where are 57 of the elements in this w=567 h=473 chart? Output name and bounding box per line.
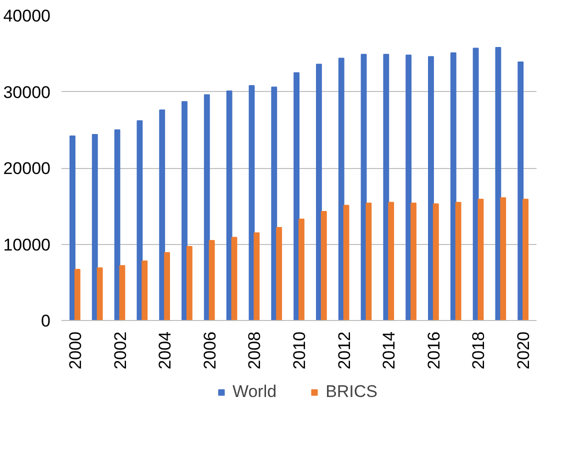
- x-tick-label: 2012: [334, 331, 354, 370]
- bar: [164, 252, 170, 320]
- x-tick-label: 2002: [110, 331, 130, 370]
- bar: [338, 58, 344, 320]
- bar: [254, 232, 260, 320]
- bar: [74, 268, 80, 320]
- x-tick-label: 2008: [245, 331, 264, 370]
- bar: [406, 54, 412, 320]
- bar: [316, 64, 322, 320]
- bar: [343, 204, 350, 320]
- bar: [298, 218, 304, 320]
- x-tick-label: 2016: [424, 331, 444, 370]
- bar: [432, 203, 439, 320]
- bar: [92, 134, 98, 320]
- x-tick-label: 2014: [380, 331, 399, 370]
- bar: [455, 202, 462, 320]
- bar: [366, 202, 372, 320]
- x-tick-label: 2020: [514, 331, 534, 370]
- bar: [320, 210, 327, 320]
- bar: [500, 197, 506, 320]
- y-tick-label: 20000: [3, 159, 51, 178]
- bar: [388, 202, 394, 320]
- bar: [186, 246, 192, 320]
- bar: [410, 202, 416, 320]
- bar: [119, 265, 126, 320]
- bar: [136, 120, 143, 320]
- bar: [231, 236, 238, 320]
- bar: [428, 56, 434, 320]
- bar: [478, 198, 484, 320]
- bar: [522, 198, 528, 320]
- bar: [450, 52, 456, 320]
- bar: [114, 129, 120, 320]
- x-tick-label: 2004: [156, 331, 175, 370]
- y-tick-label: 0: [41, 312, 51, 330]
- bar: [159, 110, 166, 320]
- bar: [96, 267, 103, 320]
- bar: [226, 90, 232, 320]
- bar: [276, 226, 282, 320]
- bar: [383, 54, 390, 320]
- bar: [182, 101, 188, 320]
- legend-label: World: [232, 382, 277, 402]
- bar: [518, 62, 524, 320]
- y-tick-label: 30000: [3, 82, 51, 102]
- bar: [271, 86, 278, 320]
- x-tick-label: 2010: [290, 331, 309, 370]
- bar: [208, 240, 215, 320]
- bar: [142, 260, 148, 320]
- y-tick-label: 10000: [3, 235, 51, 254]
- x-tick-label: 2006: [200, 331, 220, 370]
- x-tick-label: 2000: [66, 331, 85, 370]
- bar: [294, 72, 300, 320]
- bar: [204, 94, 210, 320]
- bar: [495, 47, 502, 320]
- x-tick-label: 2018: [469, 331, 488, 370]
- legend-label: BRICS: [326, 382, 378, 402]
- y-tick-label: 40000: [3, 6, 51, 26]
- bar: [70, 135, 76, 320]
